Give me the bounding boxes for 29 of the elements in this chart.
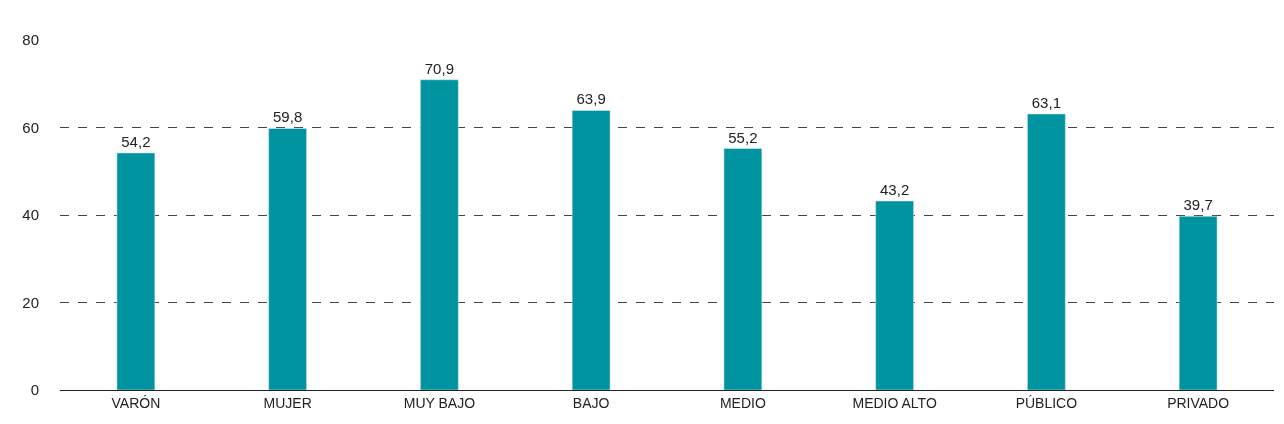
x-tick-label: MUJER xyxy=(263,394,312,411)
data-label: 63,9 xyxy=(576,90,606,108)
data-label: 55,2 xyxy=(728,128,758,146)
x-tick-label: PRIVADO xyxy=(1167,394,1230,411)
bar xyxy=(1027,113,1066,390)
data-label: 70,9 xyxy=(424,59,454,77)
bar xyxy=(420,79,459,390)
x-tick-label: MEDIO xyxy=(719,394,766,411)
x-tick-label: PÚBLICO xyxy=(1015,394,1078,411)
y-tick-label: 80 xyxy=(22,31,39,49)
x-tick-label: MUY BAJO xyxy=(403,394,476,411)
bar xyxy=(875,200,914,390)
data-label: 39,7 xyxy=(1183,196,1213,214)
x-tick-label: MEDIO ALTO xyxy=(852,394,937,411)
y-tick-label: 60 xyxy=(22,118,39,136)
bar xyxy=(571,110,611,390)
y-tick-label: 20 xyxy=(22,293,39,311)
bar xyxy=(1178,216,1218,390)
x-tick-label: VARÓN xyxy=(111,394,161,411)
y-tick-label: 40 xyxy=(22,206,39,224)
data-label: 63,1 xyxy=(1031,93,1061,111)
bar xyxy=(116,152,156,390)
x-tick-label: BAJO xyxy=(572,394,610,411)
data-label: 54,2 xyxy=(121,132,151,150)
data-label: 43,2 xyxy=(880,181,910,198)
data-label: 59,8 xyxy=(273,108,303,126)
bar xyxy=(268,128,307,390)
bar xyxy=(723,148,763,390)
y-tick-label: 0 xyxy=(30,381,39,399)
